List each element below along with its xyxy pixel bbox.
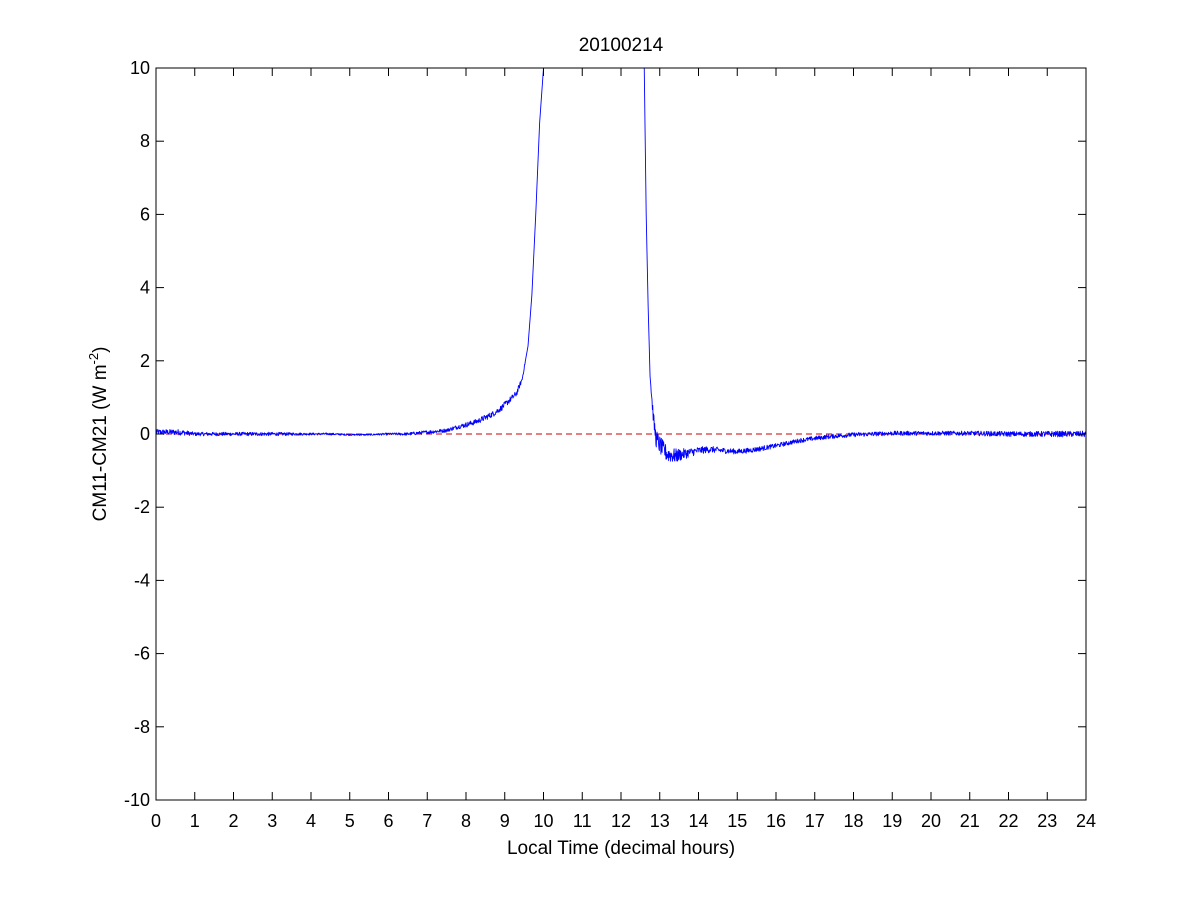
x-tick-label: 8 xyxy=(461,811,471,831)
x-tick-label: 19 xyxy=(882,811,902,831)
y-tick-label: -8 xyxy=(134,717,150,737)
x-tick-label: 20 xyxy=(921,811,941,831)
x-axis-label: Local Time (decimal hours) xyxy=(507,838,735,859)
y-tick-label: -2 xyxy=(134,497,150,517)
y-tick-label: 8 xyxy=(140,131,150,151)
x-tick-label: 3 xyxy=(267,811,277,831)
x-tick-label: 16 xyxy=(766,811,786,831)
x-tick-label: 9 xyxy=(500,811,510,831)
x-tick-label: 5 xyxy=(345,811,355,831)
y-axis-label-base: CM11-CM21 (W m xyxy=(90,364,111,521)
tick-layer: 0 1 2 3 4 5 6 7 8 9 10 11 12 13 14 15 16 17 18 19 20 21 22 23 24… xyxy=(124,58,1096,831)
y-tick-label: 10 xyxy=(130,58,150,78)
x-tick-label: 12 xyxy=(611,811,631,831)
y-axis-label: CM11-CM21 (W m-2) xyxy=(86,347,111,522)
x-tick-label: 22 xyxy=(998,811,1018,831)
y-tick-label: -6 xyxy=(134,644,150,664)
x-tick-label: 15 xyxy=(727,811,747,831)
x-tick-label: 6 xyxy=(383,811,393,831)
x-tick-label: 1 xyxy=(190,811,200,831)
x-tick-label: 18 xyxy=(843,811,863,831)
x-tick-label: 17 xyxy=(805,811,825,831)
x-tick-label: 4 xyxy=(306,811,316,831)
y-tick-label: 6 xyxy=(140,204,150,224)
x-tick-label: 10 xyxy=(533,811,553,831)
x-tick-label: 13 xyxy=(650,811,670,831)
x-tick-label: 2 xyxy=(228,811,238,831)
axes-box xyxy=(155,67,1087,801)
y-tick-label: -4 xyxy=(134,570,150,590)
x-tick-label: 21 xyxy=(960,811,980,831)
x-tick-label: 14 xyxy=(688,811,708,831)
series-line xyxy=(156,68,1086,462)
data-layer xyxy=(156,68,1086,462)
x-tick-label: 7 xyxy=(422,811,432,831)
x-tick-label: 24 xyxy=(1076,811,1096,831)
x-tick-label: 11 xyxy=(573,811,592,831)
y-axis-label-suffix: ) xyxy=(90,347,111,353)
y-tick-label: 4 xyxy=(140,278,150,298)
x-tick-label: 23 xyxy=(1037,811,1057,831)
y-tick-label: 2 xyxy=(140,351,150,371)
y-axis-label-superscript: -2 xyxy=(86,353,101,365)
y-tick-label: 0 xyxy=(140,424,150,444)
x-tick-label: 0 xyxy=(151,811,161,831)
chart-title: 20100214 xyxy=(579,35,664,56)
y-tick-label: -10 xyxy=(124,790,150,810)
